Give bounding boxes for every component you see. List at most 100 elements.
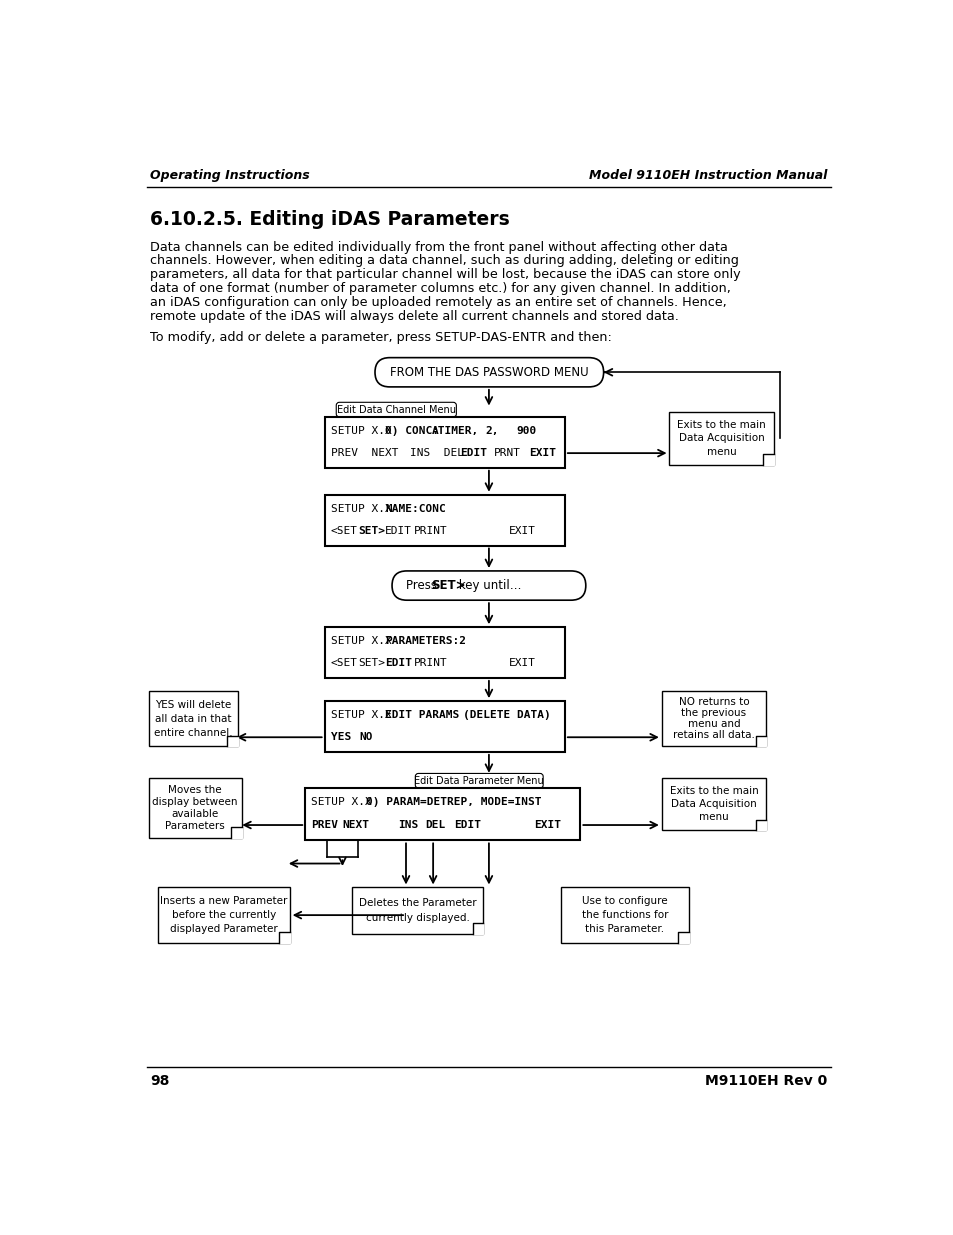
Bar xyxy=(324,701,564,752)
Text: EXIT: EXIT xyxy=(534,820,560,830)
Text: Exits to the main: Exits to the main xyxy=(669,787,758,797)
Text: NEXT: NEXT xyxy=(342,820,369,830)
Text: displayed Parameter: displayed Parameter xyxy=(170,924,277,934)
Text: Model 9110EH Instruction Manual: Model 9110EH Instruction Manual xyxy=(589,169,827,182)
Text: <SET: <SET xyxy=(331,658,357,668)
Text: (DELETE DATA): (DELETE DATA) xyxy=(462,710,550,720)
Text: Operating Instructions: Operating Instructions xyxy=(150,169,310,182)
Text: YES: YES xyxy=(331,732,351,742)
Text: data of one format (number of parameter columns etc.) for any given channel. In : data of one format (number of parameter … xyxy=(150,282,730,295)
Polygon shape xyxy=(472,923,483,934)
Text: Data channels can be edited individually from the front panel without affecting : Data channels can be edited individually… xyxy=(150,241,727,253)
Text: NO: NO xyxy=(359,732,373,742)
Text: EDIT: EDIT xyxy=(454,820,480,830)
Text: menu: menu xyxy=(699,813,728,823)
Text: Edit Data Parameter Menu: Edit Data Parameter Menu xyxy=(414,776,543,785)
Text: <SET: <SET xyxy=(331,526,357,536)
Bar xyxy=(560,888,688,942)
Text: Moves the: Moves the xyxy=(169,785,222,795)
FancyBboxPatch shape xyxy=(375,358,603,387)
Text: NO returns to: NO returns to xyxy=(678,697,749,708)
Bar xyxy=(661,692,765,746)
Text: SET>: SET> xyxy=(431,579,466,592)
Text: remote update of the iDAS will always delete all current channels and stored dat: remote update of the iDAS will always de… xyxy=(150,310,679,322)
Polygon shape xyxy=(227,736,237,746)
FancyBboxPatch shape xyxy=(392,571,585,600)
Text: ATIMER,: ATIMER, xyxy=(431,426,478,436)
Text: before the currently: before the currently xyxy=(172,910,275,920)
Text: PREV  NEXT: PREV NEXT xyxy=(331,448,398,458)
Text: EDIT: EDIT xyxy=(459,448,487,458)
Bar xyxy=(305,788,579,841)
Polygon shape xyxy=(755,736,765,746)
Polygon shape xyxy=(762,454,773,464)
Bar xyxy=(661,778,765,830)
Bar xyxy=(324,627,564,678)
Text: 0) CONC:: 0) CONC: xyxy=(385,426,438,436)
Text: Deletes the Parameter: Deletes the Parameter xyxy=(358,898,476,908)
Polygon shape xyxy=(755,820,765,830)
Text: Inserts a new Parameter: Inserts a new Parameter xyxy=(160,897,287,906)
Text: parameters, all data for that particular channel will be lost, because the iDAS : parameters, all data for that particular… xyxy=(150,268,740,282)
Text: SETUP X.X: SETUP X.X xyxy=(331,710,391,720)
Text: the previous: the previous xyxy=(680,708,746,719)
Text: channels. However, when editing a data channel, such as during adding, deleting : channels. However, when editing a data c… xyxy=(150,254,739,268)
Polygon shape xyxy=(678,932,688,942)
Text: SET>: SET> xyxy=(357,658,385,668)
Text: 0) PARAM=DETREP, MODE=INST: 0) PARAM=DETREP, MODE=INST xyxy=(365,797,540,806)
Bar xyxy=(352,888,483,934)
Text: key until…: key until… xyxy=(455,579,520,592)
Text: Data Acquisition: Data Acquisition xyxy=(671,799,756,809)
Text: Use to configure: Use to configure xyxy=(581,897,667,906)
Text: Press: Press xyxy=(406,579,440,592)
FancyBboxPatch shape xyxy=(415,773,542,788)
Polygon shape xyxy=(231,827,241,839)
Bar xyxy=(158,888,290,942)
Bar xyxy=(324,417,564,468)
Text: EXIT: EXIT xyxy=(529,448,556,458)
Text: SET>: SET> xyxy=(357,526,385,536)
Text: INS: INS xyxy=(397,820,418,830)
Text: menu and: menu and xyxy=(687,719,740,730)
Text: 900: 900 xyxy=(517,426,537,436)
Text: 6.10.2.5. Editing iDAS Parameters: 6.10.2.5. Editing iDAS Parameters xyxy=(150,210,510,228)
Polygon shape xyxy=(278,932,290,942)
Text: Data Acquisition: Data Acquisition xyxy=(679,433,764,443)
Text: Parameters: Parameters xyxy=(165,821,225,831)
Text: DEL: DEL xyxy=(425,820,445,830)
Text: EXIT: EXIT xyxy=(509,658,536,668)
Text: 2,: 2, xyxy=(485,426,498,436)
Text: menu: menu xyxy=(706,447,736,457)
Text: SETUP X.X: SETUP X.X xyxy=(331,636,391,646)
Text: INS  DEL: INS DEL xyxy=(410,448,463,458)
Bar xyxy=(669,412,773,464)
Text: EDIT: EDIT xyxy=(385,526,412,536)
Text: PRNT: PRNT xyxy=(493,448,520,458)
Text: To modify, add or delete a parameter, press SETUP-DAS-ENTR and then:: To modify, add or delete a parameter, pr… xyxy=(150,331,612,345)
Text: YES will delete: YES will delete xyxy=(155,700,232,710)
Text: EDIT: EDIT xyxy=(385,658,412,668)
Bar xyxy=(149,692,237,746)
Text: an iDAS configuration can only be uploaded remotely as an entire set of channels: an iDAS configuration can only be upload… xyxy=(150,296,726,309)
Text: this Parameter.: this Parameter. xyxy=(585,924,664,934)
Text: PARAMETERS:2: PARAMETERS:2 xyxy=(385,636,466,646)
Text: FROM THE DAS PASSWORD MENU: FROM THE DAS PASSWORD MENU xyxy=(390,366,588,379)
Text: the functions for: the functions for xyxy=(581,910,667,920)
Text: all data in that: all data in that xyxy=(154,714,232,724)
Text: EXIT: EXIT xyxy=(509,526,536,536)
Text: PRINT: PRINT xyxy=(414,526,447,536)
Text: entire channel.: entire channel. xyxy=(153,727,233,737)
Text: currently displayed.: currently displayed. xyxy=(365,913,469,924)
Text: M9110EH Rev 0: M9110EH Rev 0 xyxy=(704,1074,827,1088)
Text: PRINT: PRINT xyxy=(414,658,447,668)
Text: NAME:CONC: NAME:CONC xyxy=(385,504,445,514)
Text: retains all data.: retains all data. xyxy=(673,730,754,741)
Text: 98: 98 xyxy=(150,1074,170,1088)
Text: SETUP X.X: SETUP X.X xyxy=(331,504,391,514)
Text: SETUP X.X: SETUP X.X xyxy=(311,797,372,806)
FancyBboxPatch shape xyxy=(335,403,456,417)
Text: EDIT PARAMS: EDIT PARAMS xyxy=(385,710,458,720)
Bar xyxy=(324,495,564,546)
Text: Edit Data Channel Menu: Edit Data Channel Menu xyxy=(336,405,456,415)
Bar xyxy=(149,778,241,839)
